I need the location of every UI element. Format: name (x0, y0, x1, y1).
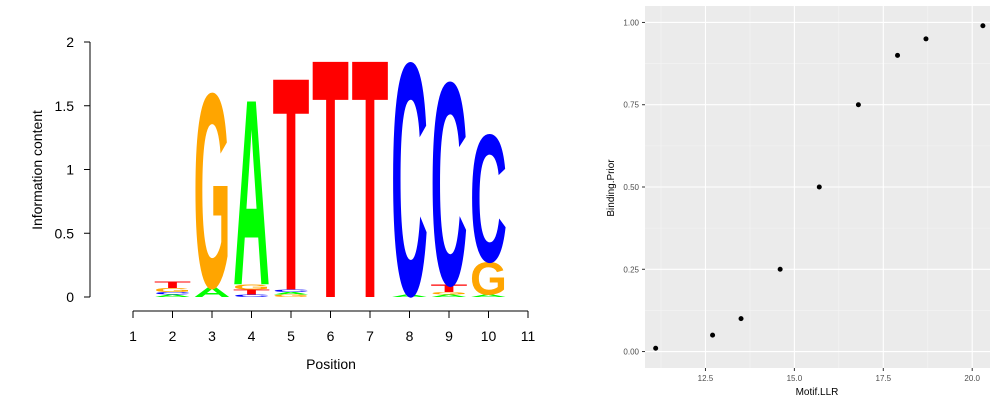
logo-y-tick-label: 2 (66, 34, 74, 50)
logo-x-tick-label: 1 (129, 328, 137, 344)
scatter-point (855, 102, 861, 108)
scatter-y-tick-label: 0.50 (623, 183, 639, 192)
logo-x-tick-label: 5 (287, 328, 295, 344)
logo-y-tick-label: 1 (66, 162, 74, 178)
logo-x-tick-label: 7 (366, 328, 374, 344)
logo-x-tick-label: 8 (406, 328, 414, 344)
logo-letter-A-pos9: A (431, 294, 468, 298)
logo-x-axis-label: Position (306, 356, 356, 372)
logo-letter-C-pos4: C (233, 294, 270, 298)
logo-letter-A-pos2: A (154, 294, 191, 298)
scatter-point (653, 345, 659, 351)
logo-letter-C-pos5: C (273, 289, 310, 293)
scatter-y-tick-label: 0.00 (623, 348, 639, 357)
scatter-point (777, 266, 783, 272)
scatter-point (980, 23, 986, 29)
logo-x-tick-label: 11 (521, 328, 536, 344)
logo-letter-C-pos9: C (431, 22, 468, 347)
scatter-y-ticks: 0.00 0.25 0.50 0.75 1.00 (623, 18, 645, 357)
scatter-point (816, 184, 822, 190)
scatter-x-axis-label: Motif.LLR (796, 387, 839, 398)
logo-y-ticks: 0 0.5 1 1.5 2 (55, 34, 90, 305)
scatter-gridlines (645, 6, 990, 368)
logo-letter-G-pos4: G (233, 283, 270, 291)
logo-letter-G-pos3: G (194, 36, 231, 347)
logo-letter-C-pos2: C (154, 291, 191, 295)
logo-letter-A-pos8: A (391, 294, 428, 298)
logo-x-tick-label: 6 (327, 328, 335, 344)
scatter-x-ticks: 12.5 15.0 17.5 20.0 (698, 368, 981, 383)
logo-letter-T-pos7: T (352, 0, 389, 371)
scatter-y-tick-label: 0.25 (623, 265, 639, 274)
logo-x-ticks: 1 2 3 4 5 6 7 8 9 10 11 (129, 311, 535, 344)
scatter-panel: 0.00 0.25 0.50 0.75 1.00 12.5 15.0 17.5 20.0 Mo… (606, 6, 990, 398)
logo-x-tick-label: 9 (445, 328, 453, 344)
scatter-x-tick-label: 17.5 (876, 374, 892, 383)
scatter-x-tick-label: 20.0 (964, 374, 980, 383)
logo-letter-T-pos2: T (154, 280, 191, 290)
logo-x-tick-label: 4 (248, 328, 256, 344)
logo-letter-C-pos10: C (470, 98, 507, 301)
scatter-y-tick-label: 0.75 (623, 101, 639, 110)
logo-letter-G-pos2: G (154, 287, 191, 293)
logo-y-tick-label: 1.5 (55, 98, 75, 114)
logo-letter-C-pos8: C (391, 0, 428, 366)
scatter-y-tick-label: 1.00 (623, 18, 639, 27)
logo-letter-A-pos10: A (470, 294, 507, 298)
logo-letter-T-pos4: T (233, 288, 270, 296)
logo-x-tick-label: 2 (169, 328, 177, 344)
scatter-points (653, 23, 986, 351)
logo-x-tick-label: 10 (481, 328, 497, 344)
logo-y-axis-label: Information content (29, 110, 45, 230)
logo-x-tick-label: 3 (208, 328, 216, 344)
scatter-point (895, 52, 901, 58)
logo-letter-G-pos10: G (470, 253, 507, 304)
logo-letter-T-pos6: T (312, 0, 349, 371)
scatter-x-tick-label: 12.5 (698, 374, 714, 383)
scatter-point (710, 332, 716, 338)
logo-letter-T-pos9: T (431, 283, 469, 295)
scatter-x-tick-label: 15.0 (787, 374, 803, 383)
logo-letter-G-pos9: G (431, 291, 468, 295)
logo-y-tick-label: 0 (66, 289, 74, 305)
scatter-point (923, 36, 929, 42)
logo-letter-A-pos5: A (273, 291, 310, 295)
logo-letter-T-pos5: T (273, 13, 310, 354)
logo-letter-G-pos5: G (273, 294, 310, 298)
logo-letter-A-pos3: A (194, 284, 231, 300)
scatter-y-axis-label: Binding.Prior (606, 159, 617, 217)
scatter-point (738, 316, 744, 322)
logo-letter-A-pos4: A (233, 44, 270, 341)
logo-y-tick-label: 0.5 (55, 225, 75, 241)
